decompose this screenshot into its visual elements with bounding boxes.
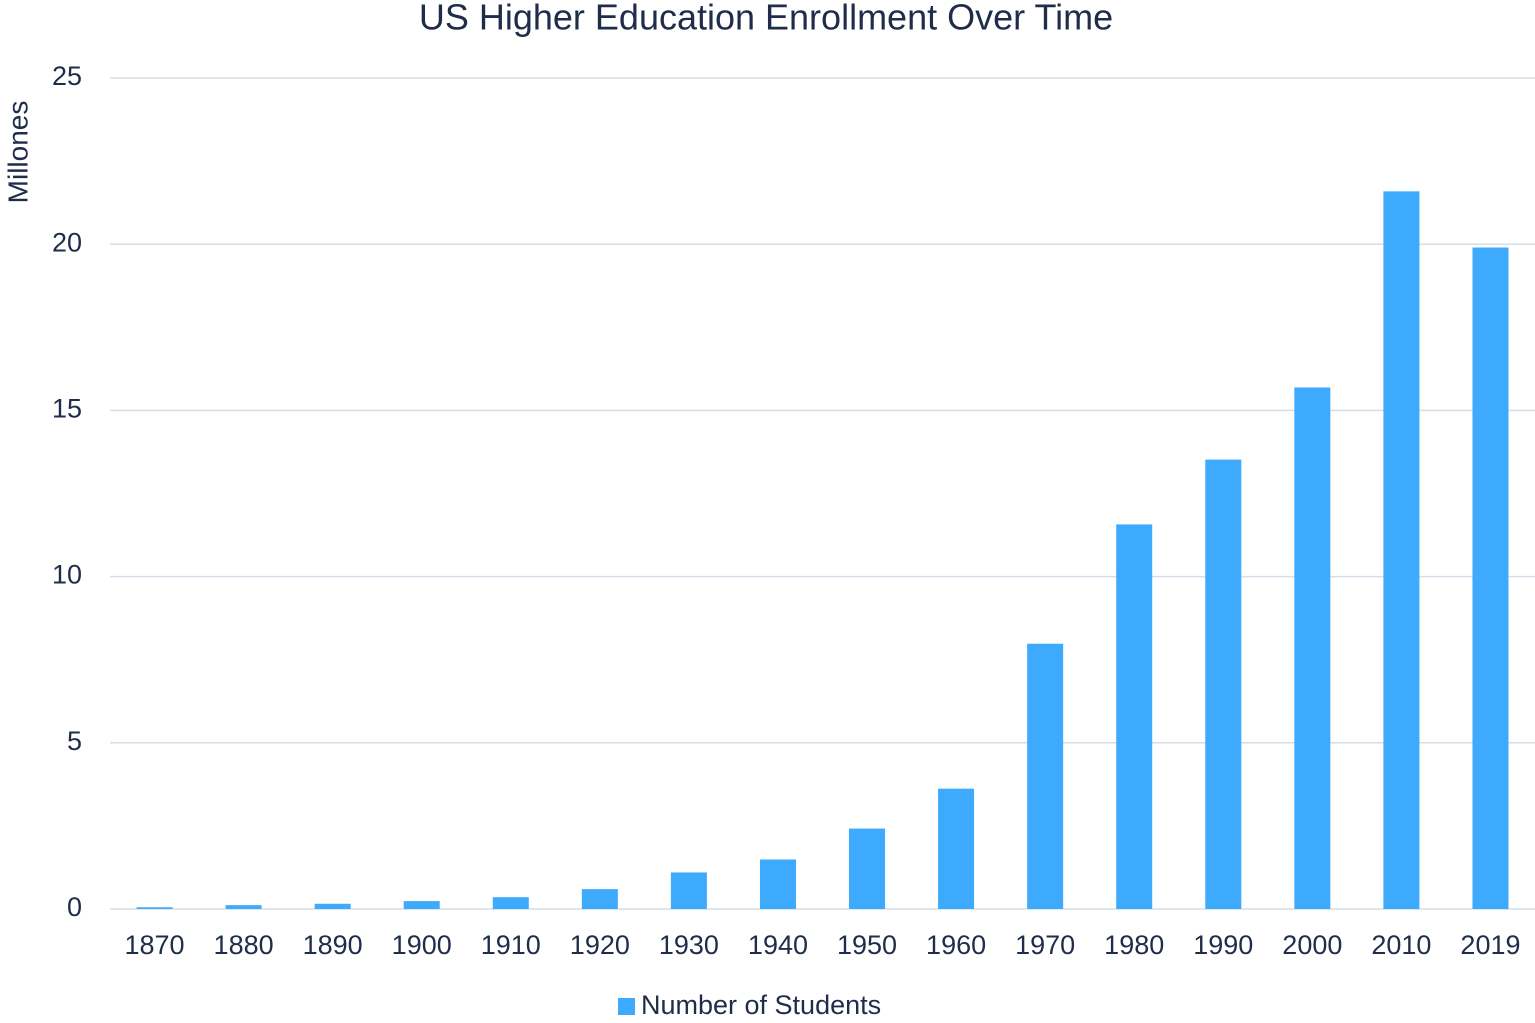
bar <box>1294 387 1331 910</box>
y-tick-label: 15 <box>52 394 82 424</box>
bar <box>938 788 975 909</box>
x-tick-label: 1920 <box>570 930 630 960</box>
x-tick-label: 1880 <box>214 930 274 960</box>
x-tick-label: 1910 <box>481 930 541 960</box>
bar <box>581 889 618 909</box>
legend-label: Number of Students <box>641 990 881 1020</box>
x-tick-label: 1940 <box>748 930 808 960</box>
x-tick-label: 1980 <box>1104 930 1164 960</box>
x-tick-label: 1930 <box>659 930 719 960</box>
bar <box>136 907 173 909</box>
bar <box>1472 247 1509 910</box>
bar <box>849 828 886 909</box>
x-tick-label: 2010 <box>1371 930 1431 960</box>
x-tick-label: 1950 <box>837 930 897 960</box>
bar <box>670 872 707 909</box>
bar <box>492 897 529 909</box>
x-tick-label: 2019 <box>1460 930 1520 960</box>
y-tick-label: 10 <box>52 560 82 590</box>
bar <box>1383 191 1420 910</box>
x-tick-label: 2000 <box>1282 930 1342 960</box>
chart-title: US Higher Education Enrollment Over Time <box>419 0 1113 38</box>
bar <box>759 859 796 909</box>
y-tick-label: 25 <box>52 61 82 91</box>
bar <box>1205 459 1242 909</box>
x-tick-label: 1960 <box>926 930 986 960</box>
y-tick-label: 5 <box>67 726 82 756</box>
bar <box>225 905 262 909</box>
bar <box>403 901 440 909</box>
legend-swatch <box>618 998 635 1015</box>
x-tick-label: 1890 <box>303 930 363 960</box>
x-tick-label: 1870 <box>124 930 184 960</box>
bar <box>1027 643 1064 909</box>
x-tick-label: 1990 <box>1193 930 1253 960</box>
bar <box>314 903 351 909</box>
y-tick-label: 0 <box>67 892 82 922</box>
x-tick-label: 1970 <box>1015 930 1075 960</box>
y-axis-label: Millones <box>2 101 33 204</box>
bar <box>1116 524 1153 909</box>
y-tick-label: 20 <box>52 227 82 257</box>
x-tick-label: 1900 <box>392 930 452 960</box>
